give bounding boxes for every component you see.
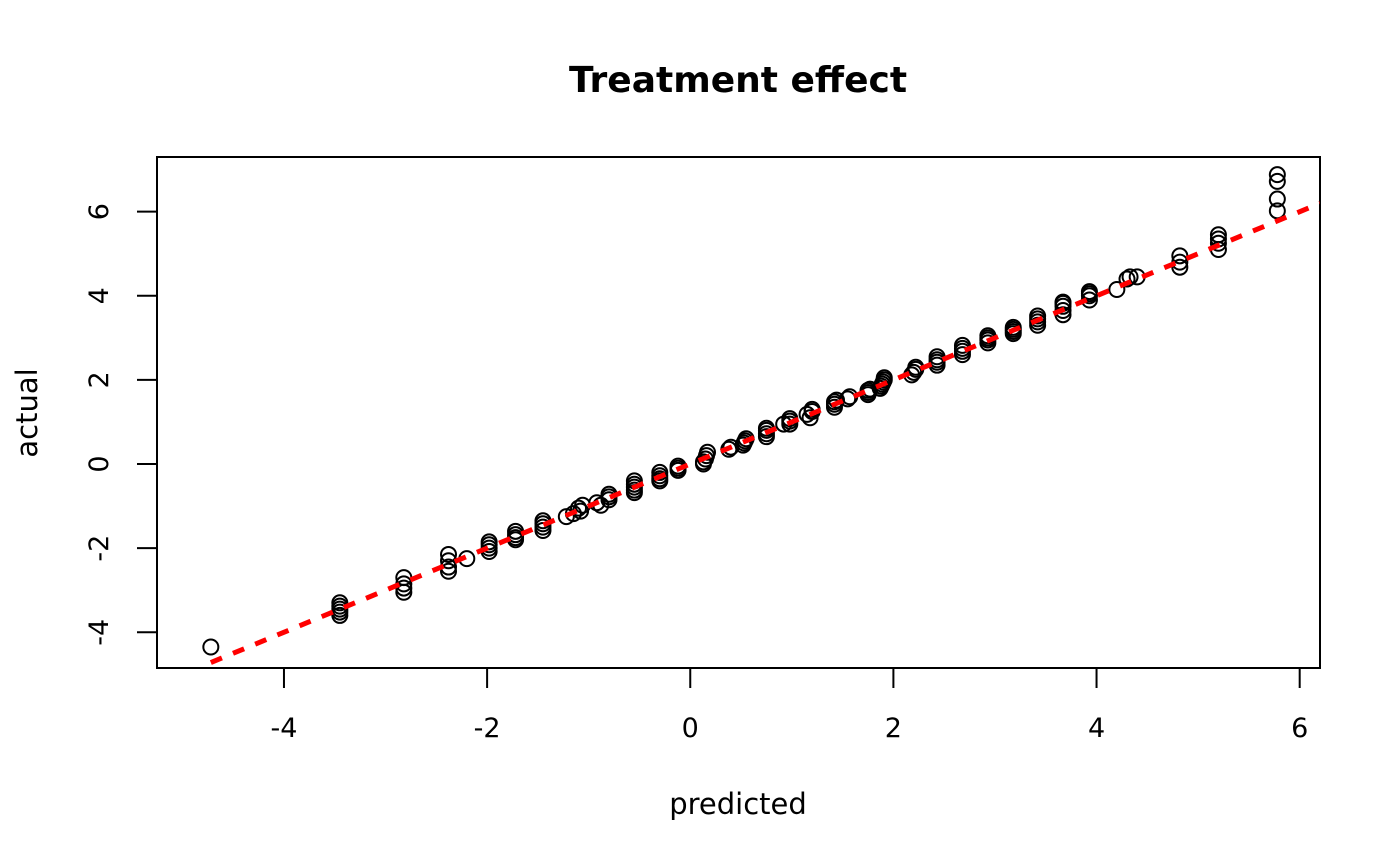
data-point: [440, 545, 458, 563]
x-tick-label: 6: [1291, 713, 1308, 744]
data-point: [839, 390, 857, 408]
plot-frame: [156, 156, 1321, 669]
reference-line: [209, 200, 1320, 665]
data-point: [1268, 166, 1286, 184]
data-point: [570, 499, 588, 517]
x-tick-label: -4: [271, 713, 298, 744]
data-point: [202, 638, 220, 656]
x-axis: -4 -2 0 2 4 6: [271, 667, 1308, 744]
x-axis-title: predicted: [669, 787, 807, 821]
data-point: [395, 583, 413, 601]
data-point: [600, 491, 618, 509]
y-tick-label: 0: [84, 455, 115, 472]
data-point: [440, 562, 458, 580]
y-axis: -4 -2 0 2 4 6: [84, 203, 158, 646]
data-point: [1268, 190, 1286, 208]
data-point: [1004, 318, 1022, 336]
data-point: [1080, 283, 1098, 301]
data-point: [1118, 270, 1136, 288]
x-tick-label: 4: [1088, 713, 1105, 744]
data-point: [651, 472, 669, 490]
data-point: [1029, 307, 1047, 325]
data-point: [1209, 226, 1227, 244]
y-tick-label: -4: [84, 619, 115, 646]
data-point: [1209, 234, 1227, 252]
data-point: [699, 443, 717, 461]
data-point: [1171, 258, 1189, 276]
y-tick-label: 2: [84, 371, 115, 388]
x-tick-label: 2: [885, 713, 902, 744]
x-tick-label: -2: [474, 713, 501, 744]
plot-area: [202, 166, 1320, 665]
data-point: [1108, 280, 1126, 298]
data-point: [669, 461, 687, 479]
y-tick-label: -2: [84, 535, 115, 562]
y-tick-label: 6: [84, 203, 115, 220]
data-point: [953, 336, 971, 354]
x-tick-label: 0: [682, 713, 699, 744]
y-axis-title: actual: [10, 368, 44, 457]
y-tick-label: 4: [84, 287, 115, 304]
chart-title: Treatment effect: [569, 60, 907, 101]
data-point: [331, 606, 349, 624]
data-point: [1268, 172, 1286, 190]
